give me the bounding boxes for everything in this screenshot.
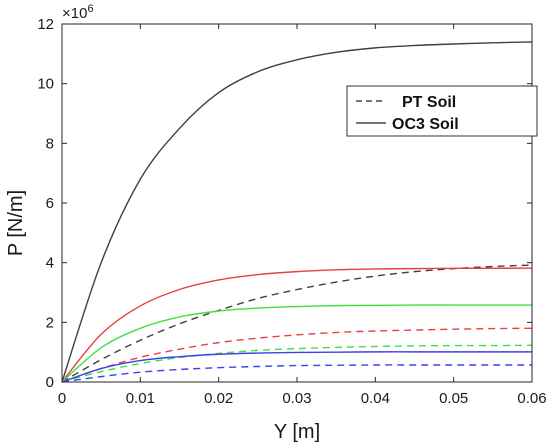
- y-axis-label: P [N/m]: [5, 190, 27, 256]
- series-line-7-solid: [61, 351, 532, 383]
- y-axis-exponent-base: ×10: [62, 5, 87, 22]
- x-tick-label: 0.01: [126, 390, 155, 407]
- series-line-6-dashed: [61, 344, 533, 383]
- y-tick-label: 0: [46, 374, 54, 391]
- x-tick-label: 0.02: [204, 390, 233, 407]
- tick-labels: 0 0.01 0.02 0.03 0.04 0.05 0.06 0 2 4 6 8 10 12: [37, 16, 546, 407]
- series-line-4-dashed: [61, 327, 533, 383]
- axes-frame: [61, 23, 533, 383]
- legend-label-pt-soil: PT Soil: [402, 94, 456, 111]
- series-line-8-dashed: [61, 364, 532, 383]
- plot-area: [61, 41, 533, 383]
- legend-label-oc3-soil: OC3 Soil: [392, 116, 459, 133]
- x-tick-label: 0.05: [439, 390, 468, 407]
- y-tick-label: 10: [37, 76, 54, 93]
- x-tick-label: 0: [58, 390, 66, 407]
- y-tick-label: 2: [46, 314, 54, 331]
- legend-box: [346, 85, 538, 137]
- x-tick-label: 0.03: [282, 390, 311, 407]
- x-axis-label: Y [m]: [274, 421, 320, 443]
- series-line-3-solid: [61, 267, 533, 383]
- axes: [61, 23, 533, 383]
- x-tick-label: 0.04: [361, 390, 390, 407]
- y-tick-label: 8: [46, 135, 54, 152]
- y-tick-label: 12: [37, 16, 54, 33]
- y-axis-exponent-label: ×106: [62, 3, 94, 22]
- y-tick-label: 6: [46, 195, 54, 212]
- legend: PT Soil OC3 Soil: [346, 85, 538, 137]
- y-axis-exponent-power: 6: [87, 3, 93, 15]
- x-tick-label: 0.06: [517, 390, 546, 407]
- series-line-1-solid: [61, 41, 533, 383]
- series-line-5-solid: [61, 304, 532, 383]
- y-tick-label: 4: [46, 255, 54, 272]
